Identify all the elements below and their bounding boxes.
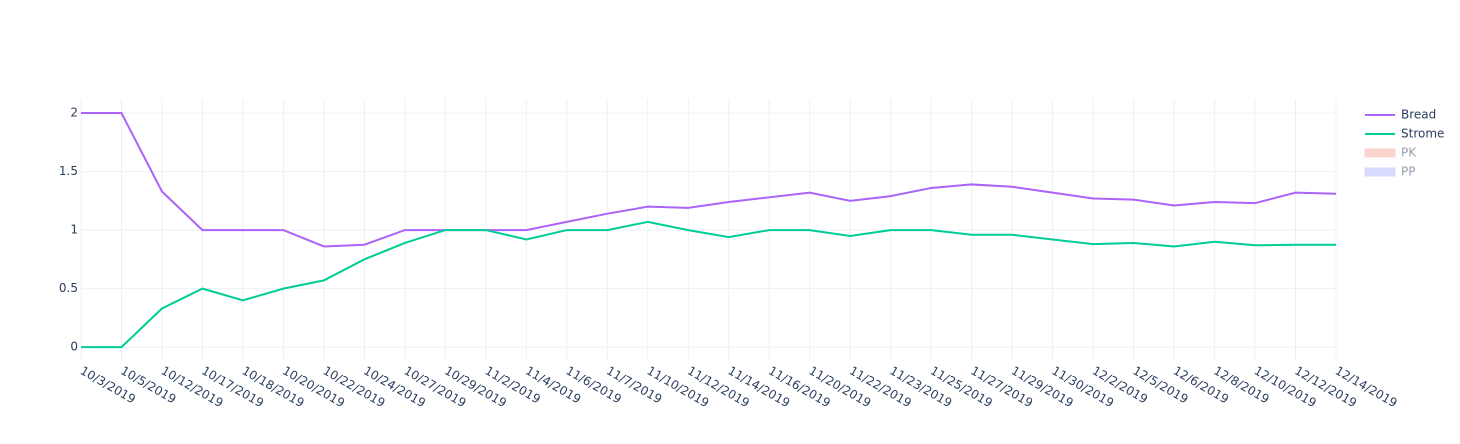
y-tick-label: 1	[70, 223, 78, 237]
legend-swatch	[1364, 167, 1396, 177]
legend-item[interactable]: PP	[1364, 165, 1415, 179]
line-series	[81, 220, 1336, 349]
legend-swatch	[1364, 148, 1396, 158]
legend-item[interactable]: PK	[1364, 146, 1417, 160]
y-tick-label: 2	[70, 106, 78, 120]
legend-item[interactable]: Bread	[1365, 108, 1436, 122]
legend-item[interactable]: Strome	[1365, 127, 1444, 141]
y-tick-label: 1.5	[59, 164, 78, 178]
legend-label: Bread	[1401, 108, 1436, 122]
legend-label: PK	[1401, 146, 1417, 160]
legend-label: Strome	[1401, 127, 1444, 141]
y-tick-label: 0.5	[59, 281, 78, 295]
legend-label: PP	[1401, 165, 1415, 179]
y-tick-label: 0	[70, 340, 78, 354]
line-series	[81, 112, 1337, 248]
